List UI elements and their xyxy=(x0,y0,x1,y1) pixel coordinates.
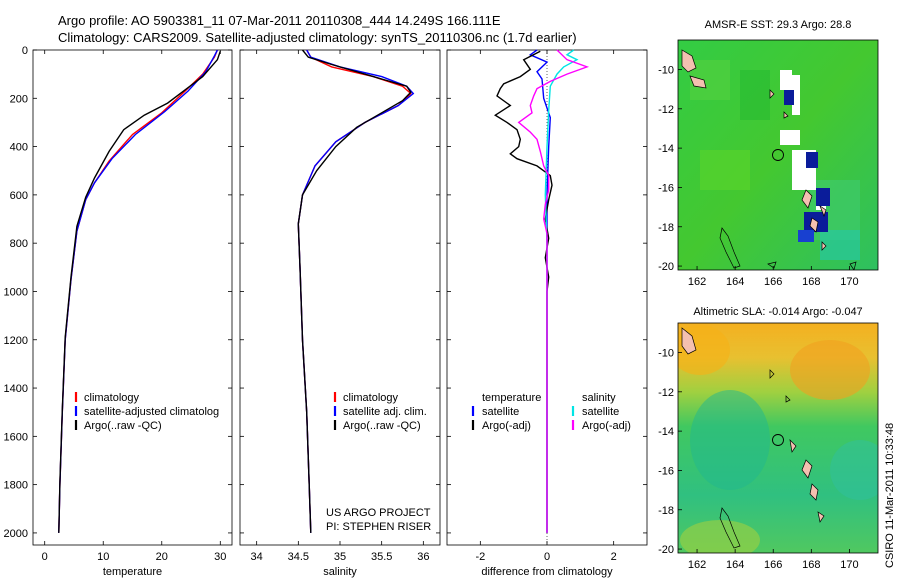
salinity-series-2 xyxy=(297,49,412,533)
sst_map-lon-tick-label: 162 xyxy=(688,276,706,288)
project-annotation: US ARGO PROJECT xyxy=(326,507,431,519)
temperature-legend-label: climatology xyxy=(84,392,140,404)
depth-tick-label: 0 xyxy=(22,45,28,57)
sst_map-lon-tick-label: 168 xyxy=(802,276,820,288)
sla_map-lon-tick-label: 170 xyxy=(840,559,858,571)
sla-map: Altimetric SLA: -0.014 Argo: -0.047 xyxy=(677,306,879,554)
sla_map-lat-tick-label: -16 xyxy=(658,465,674,477)
sla-float-marker xyxy=(772,434,784,446)
salinity-xtick-label: 34 xyxy=(251,551,263,563)
difference-series-1 xyxy=(493,50,553,533)
sst_map-lat-tick-label: -12 xyxy=(658,104,674,116)
sst_map-lon-tick-label: 170 xyxy=(840,276,858,288)
depth-tick-label: 200 xyxy=(10,93,28,105)
temperature-series-2 xyxy=(58,50,221,533)
salinity-legend-label: satellite adj. clim. xyxy=(343,406,427,418)
difference-plot: -2 0 2 difference from climatology temperatu… xyxy=(446,49,648,578)
salinity-xlabel: salinity xyxy=(323,566,357,578)
temperature-xtick-label: 30 xyxy=(214,551,226,563)
salinity-axes-box xyxy=(239,49,441,546)
depth-tick-label: 1000 xyxy=(4,286,28,298)
sla_map-lon-tick-label: 166 xyxy=(764,559,782,571)
salinity-xtick-label: 35.5 xyxy=(371,551,392,563)
sla_map-lat-tick-label: -14 xyxy=(658,426,674,438)
sst-map: AMSR-E SST: 29.3 Argo: 28.8 xyxy=(677,19,879,271)
salinity-legend-label: climatology xyxy=(343,392,399,404)
salinity-legend-label: Argo(..raw -QC) xyxy=(343,420,421,432)
temperature-plot: 0 10 20 30 0 200 400 600 800 1000 1200 1400 1600 1800… xyxy=(4,45,233,578)
sst-float-marker xyxy=(772,149,784,161)
depth-tick-label: 1600 xyxy=(4,431,28,443)
temperature-legend-label: satellite-adjusted climatolog xyxy=(84,406,219,418)
difference-series-3 xyxy=(517,49,590,533)
sst_map-lat-tick-label: -20 xyxy=(658,261,674,273)
difference-xtick-label: 2 xyxy=(611,551,617,563)
salinity-xtick-label: 36 xyxy=(417,551,429,563)
difference-legend-heading: temperature xyxy=(482,392,541,404)
temperature-xtick-label: 0 xyxy=(42,551,48,563)
difference-legend-label: satellite xyxy=(582,406,619,418)
depth-tick-label: 1800 xyxy=(4,480,28,492)
sla_map-lon-tick-label: 168 xyxy=(802,559,820,571)
difference-legend-label: Argo(-adj) xyxy=(482,420,531,432)
difference-xtick-label: -2 xyxy=(475,551,485,563)
salinity-plot: 34 34.5 35 35.5 36 salinity climatology satelli… xyxy=(239,49,441,578)
figure-title-line-1: Argo profile: AO 5903381_11 07-Mar-2011 … xyxy=(58,13,501,28)
sla-map-title: Altimetric SLA: -0.014 Argo: -0.047 xyxy=(693,306,862,318)
salinity-xtick-label: 34.5 xyxy=(288,551,309,563)
sst_map-lat-tick-label: -14 xyxy=(658,143,674,155)
difference-legend-label: Argo(-adj) xyxy=(582,420,631,432)
temperature-axes-box xyxy=(32,49,233,546)
sla_map-lat-tick-label: -10 xyxy=(658,347,674,359)
sst_map-lat-tick-label: -10 xyxy=(658,64,674,76)
depth-tick-label: 2000 xyxy=(4,528,28,540)
depth-tick-label: 1400 xyxy=(4,383,28,395)
credit-label: CSIRO 11-Mar-2011 10:33:48 xyxy=(884,423,896,568)
depth-tick-label: 800 xyxy=(10,238,28,250)
difference-xtick-label: 0 xyxy=(544,551,550,563)
depth-tick-label: 600 xyxy=(10,190,28,202)
sla_map-lon-tick-label: 164 xyxy=(726,559,744,571)
difference-legend-label: satellite xyxy=(482,406,519,418)
sst_map-lat-tick-label: -16 xyxy=(658,182,674,194)
sst-map-title: AMSR-E SST: 29.3 Argo: 28.8 xyxy=(705,19,852,31)
project-annotation: PI: STEPHEN RISER xyxy=(326,521,431,533)
difference-xlabel: difference from climatology xyxy=(481,566,613,578)
sla_map-lat-tick-label: -20 xyxy=(658,544,674,556)
figure-title-line-2: Climatology: CARS2009. Satellite-adjuste… xyxy=(58,30,577,45)
temperature-xlabel: temperature xyxy=(103,566,162,578)
sst_map-lon-tick-label: 166 xyxy=(764,276,782,288)
sst_map-lon-tick-label: 164 xyxy=(726,276,744,288)
temperature-xtick-label: 20 xyxy=(156,551,168,563)
temperature-xtick-label: 10 xyxy=(97,551,109,563)
difference-legend-heading: salinity xyxy=(582,392,616,404)
sla_map-lat-tick-label: -12 xyxy=(658,387,674,399)
sla_map-lon-tick-label: 162 xyxy=(688,559,706,571)
sst_map-lat-tick-label: -18 xyxy=(658,222,674,234)
depth-tick-label: 400 xyxy=(10,142,28,154)
sla_map-lat-tick-label: -18 xyxy=(658,505,674,517)
salinity-xtick-label: 35 xyxy=(334,551,346,563)
depth-tick-label: 1200 xyxy=(4,335,28,347)
temperature-legend-label: Argo(..raw -QC) xyxy=(84,420,162,432)
